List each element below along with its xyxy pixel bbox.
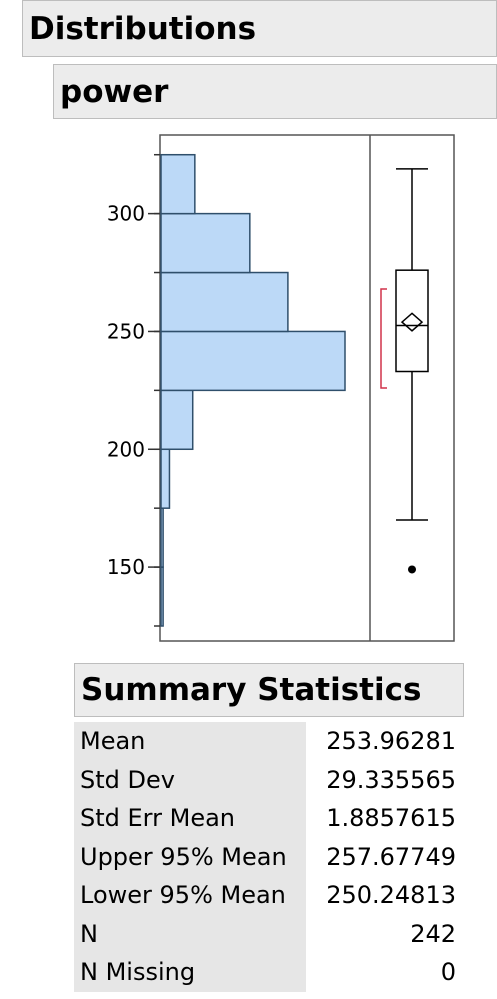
stat-value: 257.67749 xyxy=(326,842,456,871)
stat-row: Mean 253.96281 xyxy=(74,722,464,761)
y-tick-label: 200 xyxy=(107,437,145,461)
histogram-bar xyxy=(160,330,346,392)
stat-label: Lower 95% Mean xyxy=(74,876,306,915)
stat-label: Std Dev xyxy=(74,760,306,799)
variable-title: power xyxy=(60,73,169,110)
y-tick-label: 250 xyxy=(107,319,145,343)
histogram-bar xyxy=(160,212,251,274)
summary-statistics-table: Mean 253.96281 Std Dev 29.335565 Std Err Mea… xyxy=(74,722,464,992)
histogram-bar xyxy=(160,566,164,627)
box-quartiles xyxy=(395,269,429,373)
distributions-header[interactable]: Distributions xyxy=(22,0,497,57)
variable-header[interactable]: power xyxy=(53,64,497,119)
distributions-title: Distributions xyxy=(29,10,257,47)
y-tick-label: 300 xyxy=(107,202,145,226)
outlier-point xyxy=(408,565,416,574)
summary-statistics-header[interactable]: Summary Statistics xyxy=(74,663,464,717)
stat-row: N Missing 0 xyxy=(74,953,464,992)
stat-label: Upper 95% Mean xyxy=(74,837,306,876)
y-tick-label: 150 xyxy=(107,555,145,579)
histogram-bar xyxy=(160,448,171,509)
stat-row: Std Err Mean 1.8857615 xyxy=(74,799,464,838)
stat-value: 0 xyxy=(440,958,456,986)
stat-row: Upper 95% Mean 257.67749 xyxy=(74,837,464,876)
stat-value: 1.8857615 xyxy=(326,804,456,832)
histogram-bar xyxy=(160,153,196,215)
plot-frame xyxy=(159,134,455,642)
histogram-bar xyxy=(160,507,164,568)
stat-value: 250.24813 xyxy=(326,881,456,909)
distribution-chart: 150 200 250 300 xyxy=(107,134,455,642)
stat-label: Std Err Mean xyxy=(74,799,306,838)
mean-diamond xyxy=(400,312,424,332)
stat-row: Std Dev 29.335565 xyxy=(74,760,464,799)
stat-label: N xyxy=(74,914,306,953)
summary-statistics-title: Summary Statistics xyxy=(81,672,422,708)
stat-value: 29.335565 xyxy=(326,765,456,794)
stat-value: 253.96281 xyxy=(326,727,456,755)
shortest-half-bracket xyxy=(380,288,387,389)
stat-row: N 242 xyxy=(74,914,464,953)
stat-label: N Missing xyxy=(74,953,306,992)
histogram-bar xyxy=(160,271,289,333)
histogram-bar xyxy=(160,389,194,451)
stat-value: 242 xyxy=(410,919,456,948)
stat-row: Lower 95% Mean 250.24813 xyxy=(74,876,464,915)
stat-label: Mean xyxy=(74,722,306,761)
